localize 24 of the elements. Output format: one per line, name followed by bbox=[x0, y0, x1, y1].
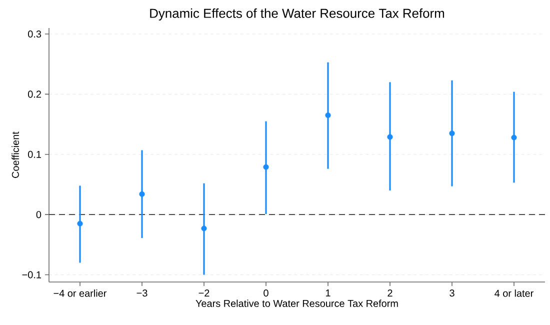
x-tick-label: −4 or earlier bbox=[54, 290, 107, 297]
x-tick-label: −2 bbox=[198, 290, 210, 296]
x-tick-label: 4 or later bbox=[494, 290, 534, 297]
y-tick-label: 0.1 bbox=[28, 150, 41, 158]
point bbox=[263, 164, 269, 170]
x-tick-label: 0 bbox=[264, 290, 268, 297]
x-tick-label: 3 bbox=[450, 290, 454, 297]
x-tick-label: 1 bbox=[326, 290, 330, 296]
point bbox=[77, 220, 83, 226]
y-tick-label: 0.3 bbox=[28, 30, 42, 38]
y-tick-label: −0.1 bbox=[22, 271, 41, 278]
y-tick-label: 0.2 bbox=[28, 90, 41, 98]
point bbox=[325, 112, 331, 118]
y-axis-title: Coefficient bbox=[12, 132, 19, 178]
point bbox=[449, 130, 455, 136]
chart-title: Dynamic Effects of the Water Resource Tax Reform bbox=[150, 8, 444, 20]
x-tick-label: 2 bbox=[388, 290, 392, 296]
point bbox=[201, 226, 207, 232]
x-tick-label: −3 bbox=[136, 290, 148, 297]
point bbox=[139, 191, 145, 197]
point bbox=[387, 134, 393, 140]
point bbox=[511, 134, 517, 140]
x-axis-title: Years Relative to Water Resource Tax Reform bbox=[196, 300, 398, 307]
y-tick-label: 0 bbox=[36, 211, 42, 218]
